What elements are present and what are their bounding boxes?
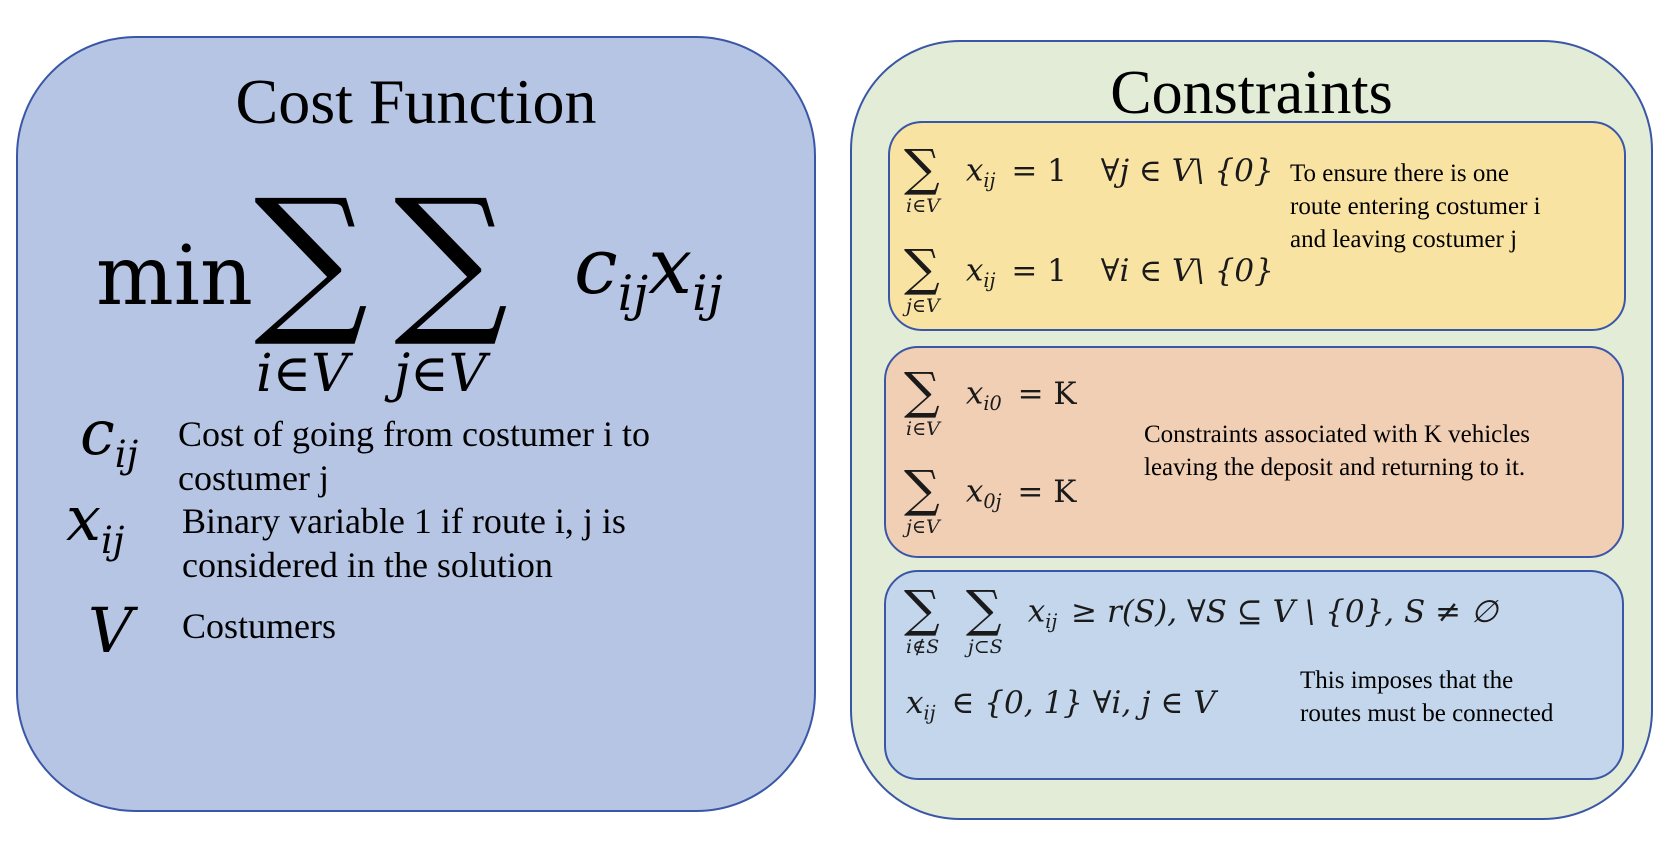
sum-index-j: j∈V xyxy=(394,344,487,404)
route-equation-1: ∑ i∈V xij = 1 ∀j ∈ V\ {0} xyxy=(904,139,1274,217)
vehicle-constraints-description: Constraints associated with K vehicles l… xyxy=(1144,421,1531,481)
legend-symbol-x: xij xyxy=(66,482,125,563)
legend-symbol-c: cij xyxy=(80,396,139,477)
formula-min: min xyxy=(96,229,253,324)
legend-description-v: Costumers xyxy=(182,606,337,646)
route-equation-2: ∑ j∈V xij = 1 ∀i ∈ V\ {0} xyxy=(904,239,1274,317)
constraints-panel: Constraints ∑ i∈V xij = 1 ∀j ∈ V\ {0} ∑ j∈… xyxy=(850,40,1653,820)
formula-term: cijxij xyxy=(574,228,723,318)
sum-index-i: i∈V xyxy=(256,344,349,404)
term-c: c xyxy=(574,222,618,312)
legend-description-c: Cost of going from costumer i to costume… xyxy=(178,414,650,498)
vehicle-equation-2: ∑ j∈V x0j = K xyxy=(904,460,1077,538)
cost-function-title: Cost Function xyxy=(235,66,597,137)
route-constraints-box: ∑ i∈V xij = 1 ∀j ∈ V\ {0} ∑ j∈V xij = 1 ∀i… xyxy=(888,121,1626,331)
term-x: x xyxy=(648,222,693,312)
vehicle-equation-1: ∑ i∈V xi0 = K xyxy=(904,362,1077,440)
legend-description-x: Binary variable 1 if route i, j is consi… xyxy=(182,501,626,585)
connectivity-equation-1: ∑ i∉S ∑ j⊂S xij ≥ r(S), ∀S ⊆ V \ {0}, S ≠ … xyxy=(904,580,1498,658)
sum-symbol-i: ∑ xyxy=(254,164,369,351)
legend-symbol-v: V xyxy=(88,594,133,667)
connectivity-constraints-description: This imposes that the routes must be con… xyxy=(1300,667,1554,727)
route-constraints-description: To ensure there is one route entering co… xyxy=(1290,160,1541,253)
cost-function-panel: Cost Function min ∑ i∈V ∑ j∈V cijxij cij… xyxy=(16,36,816,812)
connectivity-constraints-box: ∑ i∉S ∑ j⊂S xij ≥ r(S), ∀S ⊆ V \ {0}, S ≠ … xyxy=(884,570,1624,780)
connectivity-equation-2: xij ∈ {0, 1} ∀i, j ∈ V xyxy=(906,685,1216,725)
cost-function-formula: min ∑ i∈V ∑ j∈V cijxij xyxy=(96,178,796,408)
sum-symbol-j: ∑ xyxy=(394,164,509,351)
term-c-sub: ij xyxy=(617,265,649,322)
term-x-sub: ij xyxy=(692,265,723,322)
constraints-title: Constraints xyxy=(1110,59,1393,127)
vehicle-constraints-box: ∑ i∈V xi0 = K ∑ j∈V x0j = K Constraints as… xyxy=(884,346,1624,558)
